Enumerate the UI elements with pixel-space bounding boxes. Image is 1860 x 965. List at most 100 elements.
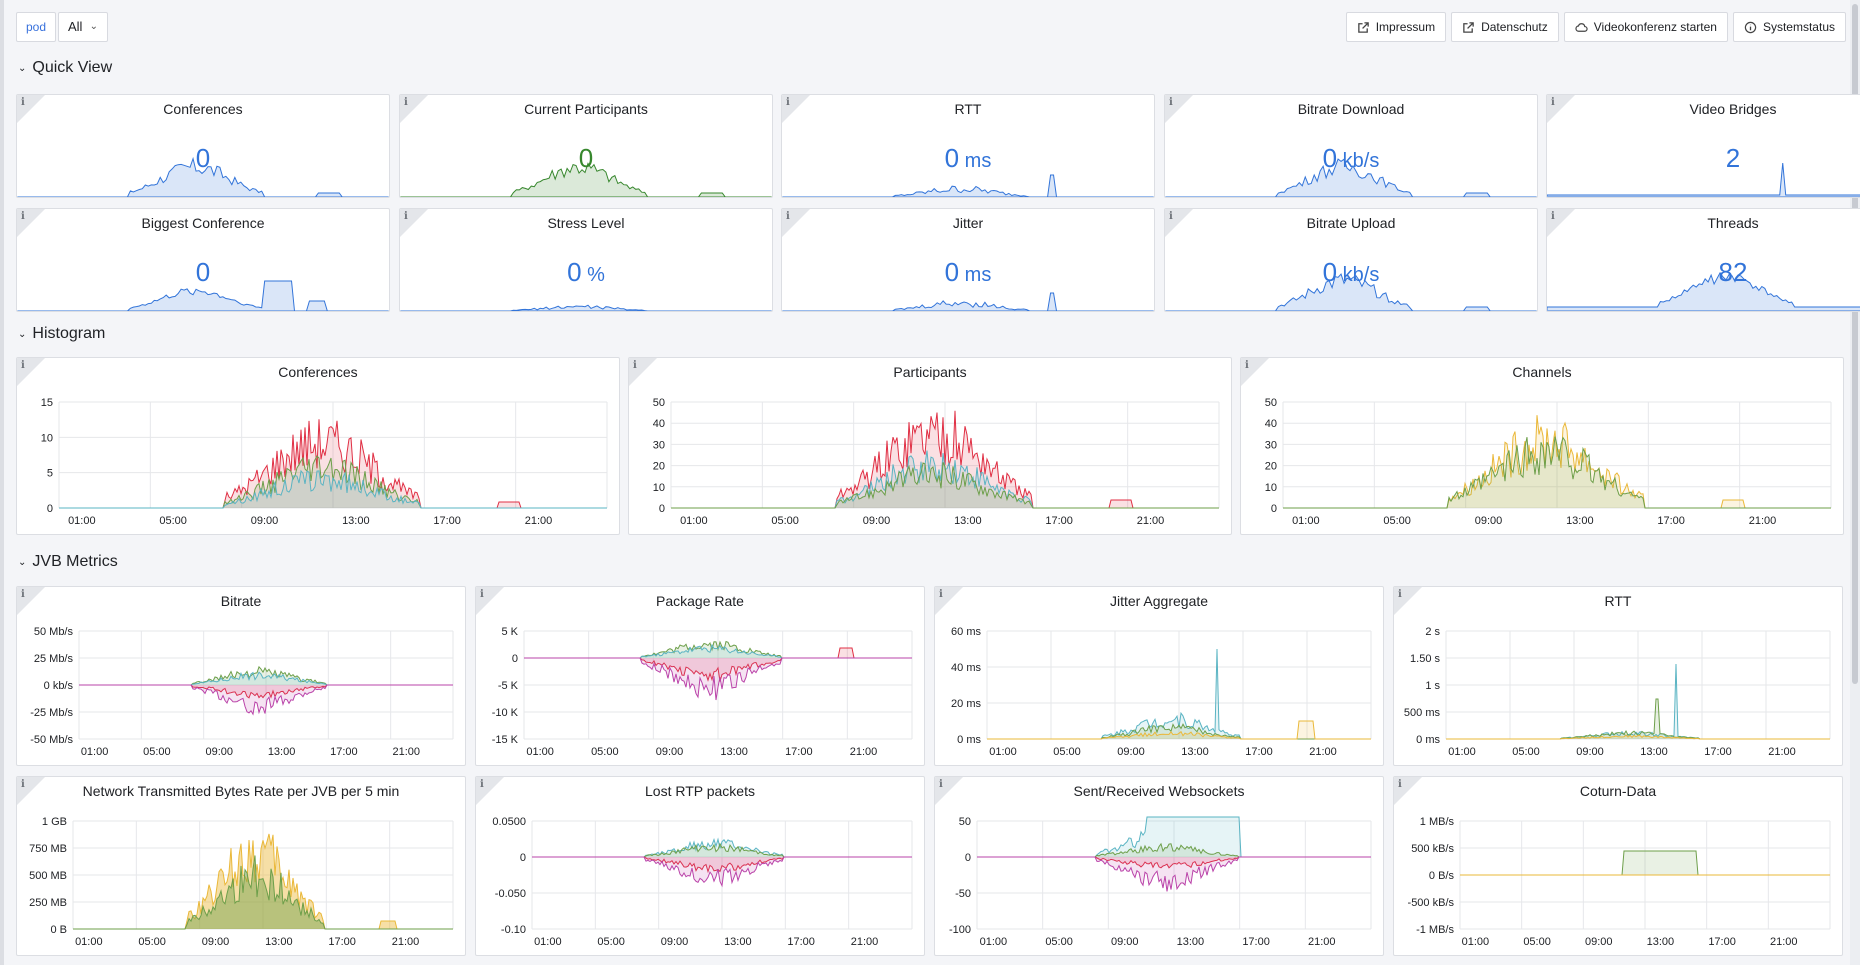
stat-panel[interactable]: i Jitter 0 ms [781, 208, 1155, 312]
chart-panel[interactable]: i Conferences 15 10 5 0 01:00 05:00 09:00 13:00 17… [16, 357, 620, 535]
info-icon[interactable]: i [21, 589, 25, 600]
panel-info-corner[interactable] [17, 95, 45, 123]
chart-panel[interactable]: i Package Rate 5 K 0 -5 K -10 K -15 K 01:00 05:0… [475, 586, 925, 766]
panel-info-corner[interactable] [1394, 587, 1422, 615]
info-icon[interactable]: i [1551, 97, 1555, 108]
chart-panel[interactable]: i Jitter Aggregate 60 ms 40 ms 20 ms 0 ms 01:0… [934, 586, 1384, 766]
y-tick-label: 0 [512, 653, 518, 665]
panel-info-corner[interactable] [782, 95, 810, 123]
chart-panel[interactable]: i Coturn-Data 1 MB/s 500 kB/s 0 B/s -500 kB/s… [1393, 776, 1843, 956]
stat-panel[interactable]: i Conferences 0 [16, 94, 390, 198]
series-line[interactable] [524, 657, 912, 701]
stat-panel[interactable]: i Video Bridges 2 [1546, 94, 1860, 198]
info-icon[interactable]: i [786, 97, 790, 108]
y-tick-label: 20 ms [951, 698, 981, 710]
panel-info-corner[interactable] [400, 95, 428, 123]
info-icon[interactable]: i [480, 779, 484, 790]
dashboard-topbar: pod All ⌄ Impressum Datenschutz Videokon… [16, 12, 1846, 42]
panel-info-corner[interactable] [400, 209, 428, 237]
chart-panel[interactable]: i Bitrate 50 Mb/s 25 Mb/s 0 kb/s -25 Mb/s -50 … [16, 586, 466, 766]
row-quick-view[interactable]: ⌄ Quick View [18, 59, 112, 77]
scrollbar-thumb[interactable] [1852, 4, 1858, 684]
stat-value: 0 ms [782, 257, 1154, 288]
info-icon[interactable]: i [1245, 360, 1249, 371]
info-icon[interactable]: i [21, 360, 25, 371]
info-icon[interactable]: i [21, 779, 25, 790]
panel-info-corner[interactable] [17, 587, 45, 615]
info-icon[interactable]: i [480, 589, 484, 600]
panel-title: Package Rate [656, 593, 744, 609]
info-icon[interactable]: i [1398, 589, 1402, 600]
stat-panel[interactable]: i Current Participants 0 [399, 94, 773, 198]
x-tick-label: 01:00 [1448, 746, 1476, 758]
stat-panel[interactable]: i RTT 0 ms [781, 94, 1155, 198]
panel-title: RTT [954, 101, 982, 117]
y-tick-label: -10 K [492, 707, 519, 719]
panel-info-corner[interactable] [1241, 358, 1269, 386]
x-tick-label: 21:00 [392, 936, 420, 948]
panel-info-corner[interactable] [935, 587, 963, 615]
panel-info-corner[interactable] [935, 777, 963, 805]
panel-info-corner[interactable] [17, 358, 45, 386]
series-line[interactable] [73, 855, 453, 930]
panel-info-corner[interactable] [1547, 209, 1575, 237]
panel-info-corner[interactable] [1165, 209, 1193, 237]
row-jvb-metrics[interactable]: ⌄ JVB Metrics [18, 553, 118, 571]
info-icon[interactable]: i [1551, 211, 1555, 222]
info-icon[interactable]: i [1169, 211, 1173, 222]
panel-info-corner[interactable] [17, 777, 45, 805]
panel-info-corner[interactable] [782, 209, 810, 237]
panel-info-corner[interactable] [1394, 777, 1422, 805]
stat-panel[interactable]: i Bitrate Upload 0 kb/s [1164, 208, 1538, 312]
info-icon[interactable]: i [21, 211, 25, 222]
chart-panel[interactable]: i Lost RTP packets 0.0500 0 -0.050 -0.10 01:00… [475, 776, 925, 956]
variable-select-pod[interactable]: All ⌄ [58, 12, 108, 42]
stat-panel[interactable]: i Bitrate Download 0 kb/s [1164, 94, 1538, 198]
y-tick-label: -5 K [498, 680, 519, 692]
link-impressum[interactable]: Impressum [1345, 12, 1447, 42]
panel-info-corner[interactable] [17, 209, 45, 237]
info-icon[interactable]: i [21, 97, 25, 108]
series-line[interactable] [671, 462, 1219, 509]
chart-svg: 2 s 1.50 s 1 s 500 ms 0 ms 01:00 05:00 09:00 13:… [1404, 626, 1831, 758]
panel-info-corner[interactable] [476, 587, 504, 615]
y-tick-label: -1 MB/s [1416, 924, 1454, 936]
series-line[interactable] [1283, 436, 1831, 509]
chart-panel[interactable]: i Participants 50 40 30 20 10 0 01:00 05:00 09:00 1… [628, 357, 1232, 535]
series-line[interactable] [977, 856, 1371, 892]
info-icon[interactable]: i [404, 211, 408, 222]
info-icon[interactable]: i [786, 211, 790, 222]
panel-info-corner[interactable] [1547, 95, 1575, 123]
stat-panel[interactable]: i Threads 82 [1546, 208, 1860, 312]
x-tick-label: 17:00 [1245, 746, 1273, 758]
link-videokonferenz-starten[interactable]: Videokonferenz starten [1563, 12, 1728, 42]
panel-info-corner[interactable] [1165, 95, 1193, 123]
series-line[interactable] [79, 684, 453, 716]
series-line[interactable] [532, 856, 912, 888]
info-icon[interactable]: i [939, 779, 943, 790]
series-line[interactable] [59, 469, 607, 509]
x-tick-label: 17:00 [330, 746, 358, 758]
series-line[interactable] [987, 720, 1371, 740]
link-datenschutz[interactable]: Datenschutz [1451, 12, 1559, 42]
series-line[interactable] [1446, 734, 1830, 740]
link-systemstatus[interactable]: Systemstatus [1732, 12, 1846, 42]
stat-panel[interactable]: i Stress Level 0 % [399, 208, 773, 312]
info-icon[interactable]: i [404, 97, 408, 108]
panel-info-corner[interactable] [476, 777, 504, 805]
info-icon[interactable]: i [939, 589, 943, 600]
chart-panel[interactable]: i Network Transmitted Bytes Rate per JVB … [16, 776, 466, 956]
info-icon[interactable]: i [1169, 97, 1173, 108]
panel-info-corner[interactable] [629, 358, 657, 386]
sparkline [782, 174, 1154, 197]
y-tick-label: 0 kb/s [44, 680, 74, 692]
row-histogram[interactable]: ⌄ Histogram [18, 325, 105, 343]
chart-panel[interactable]: i Sent/Received Websockets 50 0 -50 -100 01:00… [934, 776, 1384, 956]
info-icon[interactable]: i [633, 360, 637, 371]
page-scrollbar[interactable] [1850, 0, 1860, 965]
info-icon[interactable]: i [1398, 779, 1402, 790]
chart-panel[interactable]: i Channels 50 40 30 20 10 0 01:00 05:00 09:00 13:00… [1240, 357, 1844, 535]
stat-panel[interactable]: i Biggest Conference 0 [16, 208, 390, 312]
stat-unit: ms [959, 150, 992, 172]
chart-panel[interactable]: i RTT 2 s 1.50 s 1 s 500 ms 0 ms 01:00 05:00 09:0… [1393, 586, 1843, 766]
